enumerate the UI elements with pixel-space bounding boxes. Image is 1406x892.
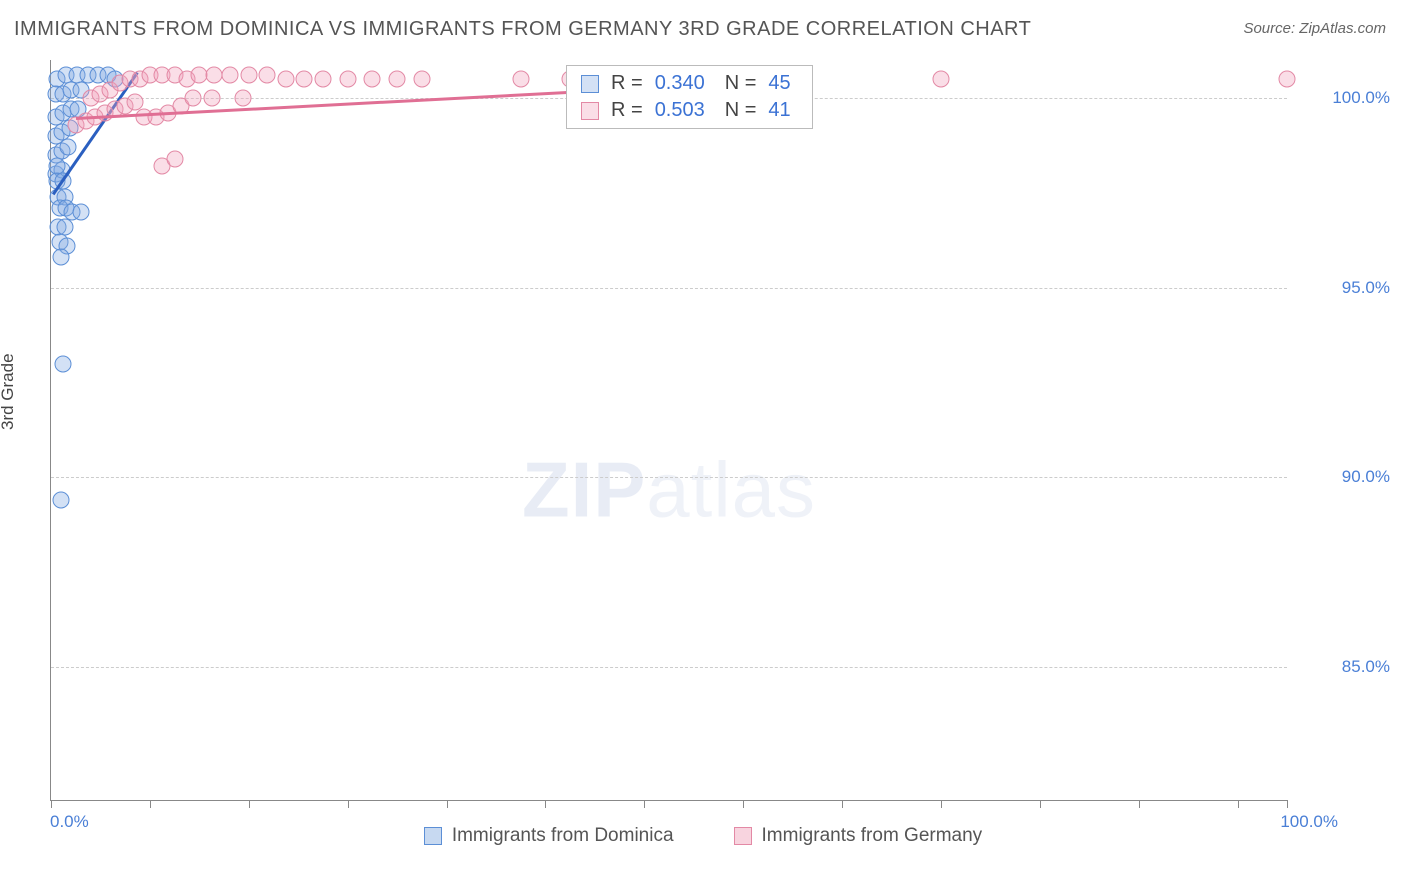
data-point (314, 70, 331, 87)
watermark: ZIPatlas (522, 445, 816, 536)
stats-row: R = 0.503 N = 41 (567, 97, 812, 124)
data-point (55, 355, 72, 372)
x-tick (1287, 800, 1288, 808)
chart-container: IMMIGRANTS FROM DOMINICA VS IMMIGRANTS F… (0, 0, 1406, 892)
stats-r-label: R = (611, 99, 643, 122)
data-point (1279, 70, 1296, 87)
data-point (52, 492, 69, 509)
x-tick (150, 800, 151, 808)
gridline (51, 288, 1287, 289)
data-point (72, 203, 89, 220)
stats-legend: R = 0.340 N = 45 R = 0.503 N = 41 (566, 65, 813, 129)
data-point (240, 67, 257, 84)
stats-r-value: 0.503 (655, 99, 713, 122)
stats-row: R = 0.340 N = 45 (567, 70, 812, 97)
x-tick (1238, 800, 1239, 808)
stats-n-value: 45 (768, 72, 798, 95)
legend-item: Immigrants from Dominica (424, 825, 674, 847)
legend-swatch (424, 827, 442, 845)
x-tick (941, 800, 942, 808)
data-point (60, 139, 77, 156)
x-tick (51, 800, 52, 808)
data-point (296, 70, 313, 87)
data-point (206, 67, 223, 84)
data-point (364, 70, 381, 87)
y-tick-label: 100.0% (1332, 88, 1390, 108)
data-point (932, 70, 949, 87)
data-point (389, 70, 406, 87)
legend-item: Immigrants from Germany (734, 825, 983, 847)
y-axis-title: 3rd Grade (0, 353, 18, 430)
x-tick (1040, 800, 1041, 808)
stats-n-label: N = (725, 72, 757, 95)
data-point (222, 67, 239, 84)
x-tick (842, 800, 843, 808)
x-tick (545, 800, 546, 808)
x-tick (348, 800, 349, 808)
data-point (413, 70, 430, 87)
legend-label: Immigrants from Germany (762, 825, 983, 847)
watermark-atlas: atlas (646, 446, 816, 534)
series-swatch (581, 75, 599, 93)
data-point (339, 70, 356, 87)
data-point (185, 89, 202, 106)
gridline (51, 667, 1287, 668)
x-tick (743, 800, 744, 808)
stats-n-value: 41 (768, 99, 798, 122)
legend-label: Immigrants from Dominica (452, 825, 674, 847)
plot-area: ZIPatlas (50, 60, 1287, 801)
data-point (52, 249, 69, 266)
gridline (51, 477, 1287, 478)
stats-r-value: 0.340 (655, 72, 713, 95)
data-point (259, 67, 276, 84)
data-point (512, 70, 529, 87)
stats-r-label: R = (611, 72, 643, 95)
y-tick-label: 85.0% (1342, 657, 1390, 677)
data-point (203, 89, 220, 106)
x-tick (447, 800, 448, 808)
watermark-zip: ZIP (522, 446, 646, 534)
legend-swatch (734, 827, 752, 845)
data-point (234, 89, 251, 106)
y-tick-label: 90.0% (1342, 467, 1390, 487)
data-point (166, 150, 183, 167)
stats-n-label: N = (725, 99, 757, 122)
legend: Immigrants from Dominica Immigrants from … (0, 825, 1406, 847)
y-tick-label: 95.0% (1342, 278, 1390, 298)
series-swatch (581, 102, 599, 120)
chart-title: IMMIGRANTS FROM DOMINICA VS IMMIGRANTS F… (14, 18, 1031, 41)
x-tick (644, 800, 645, 808)
x-tick (249, 800, 250, 808)
source-label: Source: ZipAtlas.com (1243, 20, 1386, 37)
data-point (277, 70, 294, 87)
x-tick (1139, 800, 1140, 808)
